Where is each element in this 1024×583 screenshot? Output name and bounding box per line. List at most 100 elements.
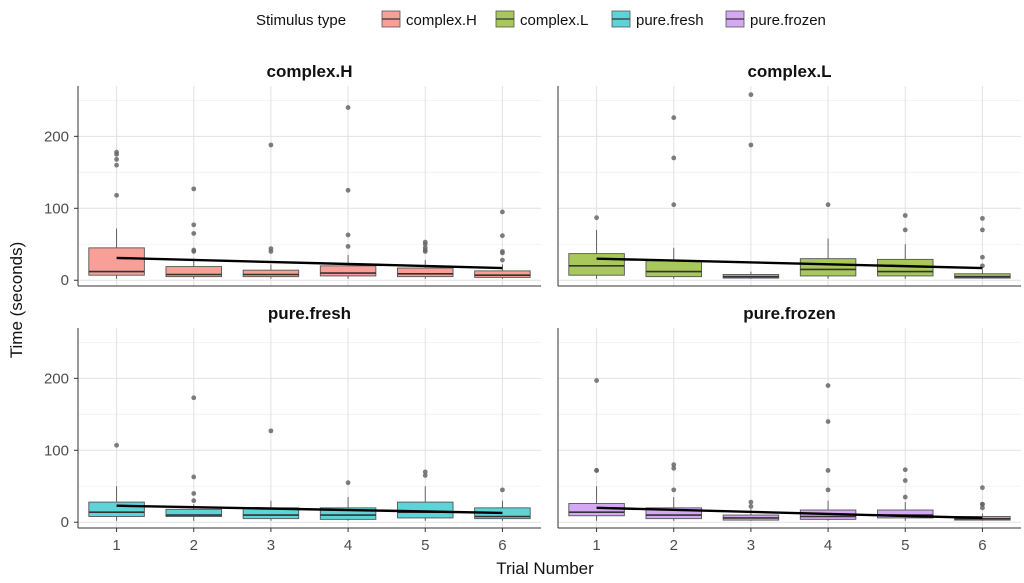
outlier-point [825, 419, 831, 424]
outlier-point [500, 233, 505, 239]
x-tick-label: 4 [344, 537, 352, 554]
box-iqr [319, 265, 377, 277]
box-trial-2 [645, 115, 702, 279]
outlier-point [980, 254, 985, 260]
x-tick-label: 4 [824, 537, 832, 554]
box-iqr [645, 260, 702, 278]
outlier-point [268, 142, 274, 148]
outlier-point [114, 192, 119, 198]
outlier-point [500, 209, 505, 215]
outlier-point [191, 498, 197, 504]
trend-line [596, 257, 983, 270]
outlier-point [594, 378, 599, 383]
grid-lines [78, 328, 541, 528]
outlier-point [980, 215, 985, 221]
box-iqr [877, 509, 934, 519]
panel-title: complex.L [747, 62, 831, 81]
box-trial-2 [165, 186, 222, 279]
outlier-point [500, 249, 505, 254]
x-tick-label: 2 [670, 537, 678, 554]
box-iqr [645, 507, 702, 520]
outlier-point [594, 215, 599, 221]
outlier-point [268, 246, 274, 251]
legend-entry-label: pure.fresh [636, 12, 704, 29]
legend-entry-complex-L: complex.L [495, 10, 588, 29]
x-tick-label: 5 [901, 537, 909, 554]
legend-entry-label: complex.H [406, 12, 477, 29]
outlier-point [671, 155, 677, 161]
outlier-point [345, 244, 351, 249]
box-trial-5 [397, 239, 454, 279]
box-trial-4 [319, 105, 377, 279]
outlier-point [980, 501, 985, 507]
outlier-point [191, 186, 197, 192]
outlier-point [825, 468, 831, 473]
box-trial-6 [954, 215, 1011, 279]
outlier-point [825, 383, 831, 388]
box-trial-6 [474, 209, 531, 279]
box-iqr [165, 266, 222, 278]
outlier-point [422, 473, 428, 478]
x-tick-label: 1 [112, 537, 120, 554]
panel-complex-L: complex.L [557, 62, 1021, 287]
y-tick-label: 0 [61, 514, 69, 531]
outlier-point [671, 115, 677, 121]
outlier-point [191, 491, 197, 496]
outlier-point [825, 487, 831, 493]
panel-title: pure.fresh [268, 304, 351, 323]
box-iqr [88, 501, 145, 517]
y-tick-label: 100 [44, 200, 69, 217]
box-trial-6 [954, 485, 1011, 521]
outlier-point [500, 487, 505, 493]
legend-entry-pure-fresh: pure.fresh [611, 10, 704, 29]
outlier-point [191, 395, 197, 401]
legend: Stimulus type complex.H complex.L pure.fre… [256, 10, 826, 29]
panel-pure-frozen: pure.frozen 1 2 3 4 5 6 [557, 304, 1021, 554]
panels: complex.H 0 100 200 complex.L pure.fresh 0 100 2… [44, 62, 1021, 554]
outlier-point [902, 213, 908, 218]
box-iqr [319, 507, 377, 520]
outlier-point [191, 222, 197, 228]
outlier-point [114, 442, 119, 448]
outlier-point [748, 499, 754, 505]
outlier-point [191, 231, 197, 236]
box-trial-3 [242, 142, 300, 279]
panel-pure-fresh: pure.fresh 0 100 200 1 2 3 4 5 6 [44, 304, 541, 554]
outlier-point [748, 92, 754, 98]
trend-line [596, 506, 983, 520]
legend-title: Stimulus type [256, 12, 346, 29]
outlier-point [268, 428, 274, 434]
outlier-point [671, 462, 677, 468]
box-trial-2 [165, 395, 222, 521]
box-trial-5 [397, 469, 454, 521]
panel-title: complex.H [267, 62, 353, 81]
outlier-point [500, 257, 505, 263]
box-iqr [568, 503, 625, 517]
trend-line [116, 256, 503, 270]
outlier-point [422, 239, 428, 245]
box-iqr [88, 247, 145, 276]
trend-line [116, 504, 503, 515]
outlier-point [422, 245, 428, 251]
x-axis-title: Trial Number [496, 559, 594, 578]
outlier-point [671, 202, 677, 208]
panel-complex-H: complex.H 0 100 200 [44, 62, 541, 289]
x-tick-label: 6 [978, 537, 986, 554]
legend-entry-complex-H: complex.H [381, 10, 477, 29]
outlier-point [191, 474, 197, 480]
outlier-point [980, 485, 985, 491]
panel-title: pure.frozen [743, 304, 836, 323]
box-trial-2 [645, 462, 702, 521]
outlier-point [345, 232, 351, 238]
legend-entry-label: pure.frozen [750, 12, 826, 29]
y-tick-label: 200 [44, 128, 69, 145]
box-iqr [397, 267, 454, 278]
outlier-point [345, 187, 351, 193]
outlier-point [671, 465, 677, 471]
outlier-point [980, 227, 985, 233]
outlier-point [902, 494, 908, 500]
grid-lines [78, 86, 541, 286]
x-tick-label: 1 [592, 537, 600, 554]
outlier-point [748, 142, 754, 148]
